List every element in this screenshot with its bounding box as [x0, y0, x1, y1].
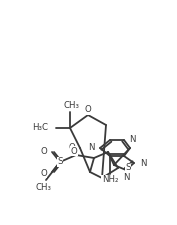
Text: H₃C: H₃C	[32, 124, 48, 133]
Text: S: S	[125, 164, 130, 173]
Text: N: N	[88, 144, 95, 153]
Text: O: O	[40, 169, 47, 178]
Text: CH₃: CH₃	[64, 101, 80, 110]
Text: O: O	[85, 106, 91, 115]
Text: S: S	[57, 158, 63, 166]
Text: O: O	[68, 144, 75, 153]
Text: O: O	[71, 146, 77, 155]
Text: NH₂: NH₂	[102, 176, 118, 184]
Text: CH₃: CH₃	[36, 184, 52, 193]
Text: N: N	[129, 135, 136, 144]
Text: O: O	[40, 146, 47, 155]
Text: N: N	[123, 173, 129, 182]
Text: N: N	[140, 158, 147, 167]
